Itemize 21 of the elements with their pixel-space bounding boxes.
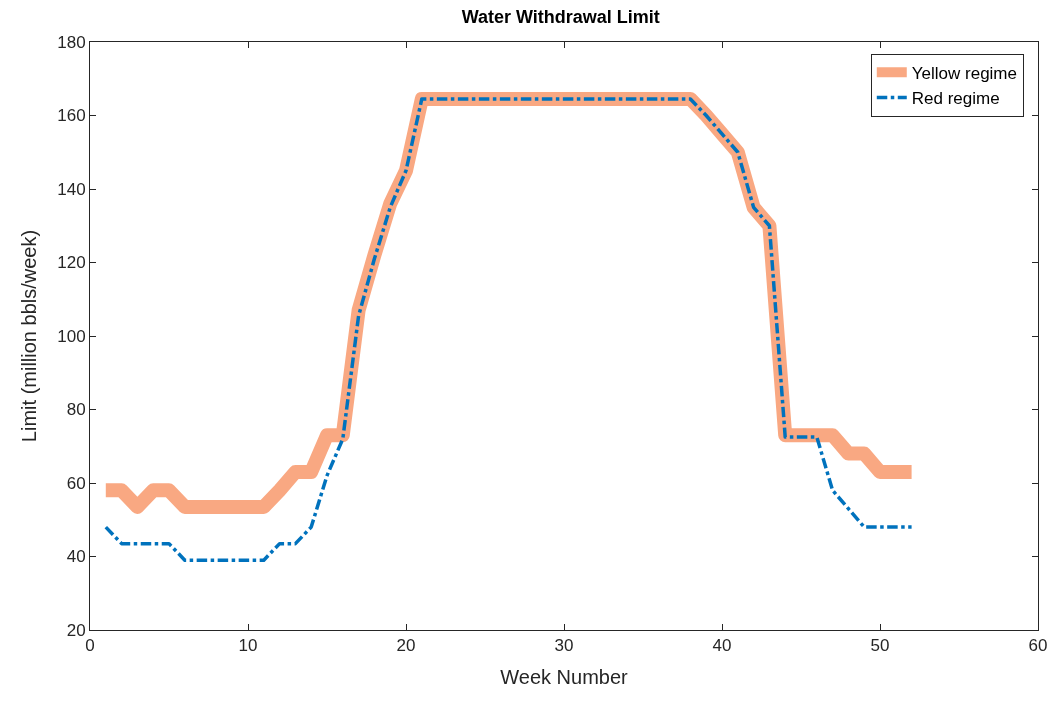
x-tick-label: 40	[712, 636, 732, 656]
y-tick-label: 60	[66, 473, 86, 493]
legend-label: Red regime	[911, 89, 1000, 109]
x-axis-title: Week Number	[500, 665, 629, 688]
x-tick-label: 20	[396, 636, 416, 656]
chart-title: Water Withdrawal Limit	[461, 7, 660, 28]
y-tick-label: 80	[66, 400, 86, 420]
y-tick-label: 100	[57, 326, 86, 346]
x-tick-label: 60	[1028, 636, 1048, 656]
legend-label: Yellow regime	[911, 63, 1017, 83]
y-tick-label: 40	[66, 547, 86, 567]
y-tick-label: 120	[57, 253, 86, 273]
y-tick-label: 140	[57, 179, 86, 199]
x-tick-label: 0	[85, 636, 95, 656]
y-tick-label: 20	[66, 620, 86, 640]
x-tick-label: 30	[554, 636, 574, 656]
y-tick-label: 160	[57, 106, 86, 126]
x-tick-label: 50	[870, 636, 890, 656]
x-tick-label: 10	[238, 636, 258, 656]
y-tick-label: 180	[57, 32, 86, 52]
y-axis-title: Limit (million bbls/week)	[17, 229, 40, 443]
